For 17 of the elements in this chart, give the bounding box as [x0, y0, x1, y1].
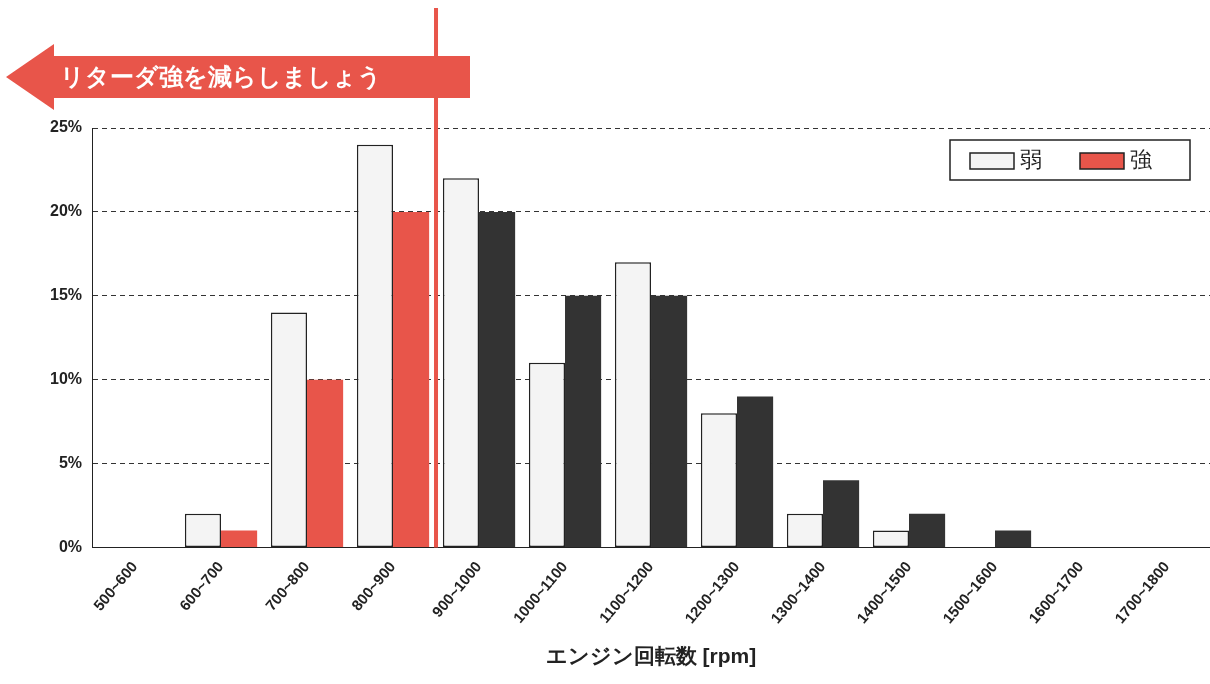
bar	[995, 530, 1032, 547]
y-tick-label: 20%	[49, 202, 83, 220]
legend-label: 強	[1130, 146, 1152, 172]
legend-label: 弱	[1020, 146, 1042, 172]
bar	[909, 513, 946, 547]
bar	[307, 379, 344, 547]
bar	[393, 211, 430, 547]
x-axis-title: エンジン回転数 [rpm]	[545, 644, 757, 668]
bar	[823, 480, 860, 547]
bar	[221, 530, 258, 547]
ref-line-label: リターダ強を減らしましょう	[60, 62, 382, 93]
y-tick-label: 5%	[58, 453, 83, 471]
y-tick-label: 15%	[49, 286, 83, 304]
bar	[737, 396, 774, 547]
y-tick-label: 25%	[49, 118, 83, 136]
y-tick-label: 0%	[58, 537, 83, 555]
y-tick-label: 10%	[49, 370, 83, 388]
